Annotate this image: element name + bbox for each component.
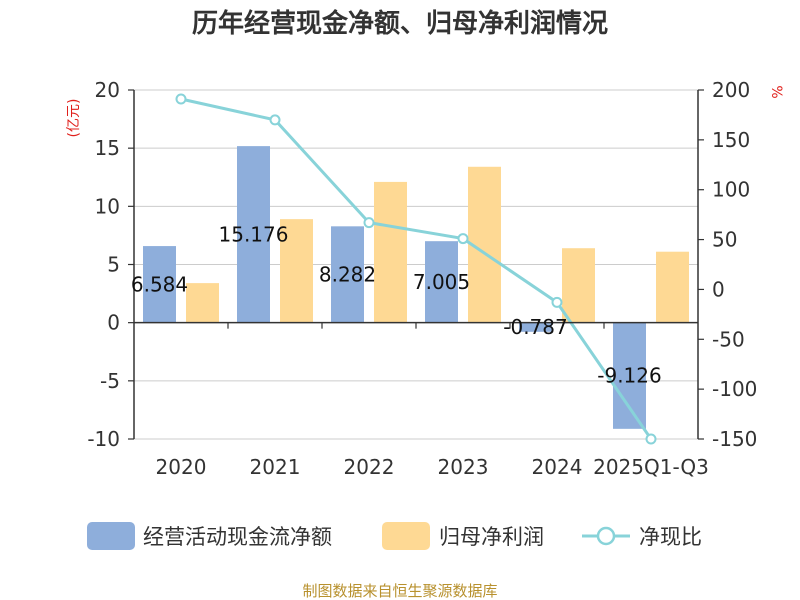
legend: 经营活动现金流净额 归母净利润 净现比 xyxy=(87,522,702,550)
x-axis: 2020 2021 2022 2023 2024 2025Q1-Q3 xyxy=(134,321,709,479)
bar-net-profit xyxy=(280,219,313,323)
right-tick-label: -150 xyxy=(712,427,757,451)
left-tick-label: 15 xyxy=(95,136,120,160)
legend-swatch-cash-flow xyxy=(87,522,135,550)
right-tick-label: -50 xyxy=(712,327,745,351)
bar-cash-flow xyxy=(237,146,270,323)
right-tick-label: 0 xyxy=(712,277,725,301)
legend-label-ratio[interactable]: 净现比 xyxy=(639,525,702,549)
chart-title: 历年经营现金净额、归母净利润情况 xyxy=(192,8,608,39)
ratio-point xyxy=(645,433,657,445)
bar-net-profit xyxy=(656,251,689,323)
bars xyxy=(143,146,689,429)
data-label-cash-flow: -0.787 xyxy=(503,315,567,339)
gridlines xyxy=(134,89,698,440)
data-labels: 6.584 15.176 8.282 7.005 -0.787 -9.126 xyxy=(131,222,662,387)
x-tick-label: 2022 xyxy=(344,455,395,479)
legend-marker-ratio xyxy=(596,526,616,546)
left-tick-label: -5 xyxy=(100,369,120,393)
source-note: 制图数据来自恒生聚源数据库 xyxy=(302,582,497,600)
right-tick-label: -100 xyxy=(712,377,757,401)
bar-cash-flow xyxy=(425,241,458,323)
data-label-cash-flow: 6.584 xyxy=(131,272,188,296)
ratio-point xyxy=(175,93,187,105)
ratio-line-path xyxy=(180,97,653,440)
x-tick-label: 2025Q1-Q3 xyxy=(593,455,709,479)
x-tick-label: 2024 xyxy=(532,455,583,479)
right-axis: -150 -100 -50 0 50 100 150 200 xyxy=(697,78,757,451)
data-label-cash-flow: 7.005 xyxy=(413,270,470,294)
data-label-cash-flow: -9.126 xyxy=(597,364,661,388)
bar-cash-flow xyxy=(143,246,176,323)
ratio-point xyxy=(363,217,375,229)
legend-swatch-net-profit xyxy=(382,522,430,550)
bar-net-profit xyxy=(374,181,407,323)
left-tick-label: 5 xyxy=(107,253,120,277)
bar-cash-flow xyxy=(519,322,552,332)
x-tick-label: 2023 xyxy=(438,455,489,479)
right-tick-label: 100 xyxy=(712,178,750,202)
bar-cash-flow xyxy=(613,322,646,429)
right-tick-label: 200 xyxy=(712,78,750,102)
left-axis-unit: (亿元) xyxy=(66,99,82,138)
bar-net-profit xyxy=(186,283,219,323)
ratio-point xyxy=(551,296,563,308)
ratio-line xyxy=(175,93,657,445)
ratio-point xyxy=(269,114,281,126)
left-tick-label: -10 xyxy=(87,427,120,451)
x-tick-label: 2020 xyxy=(156,455,207,479)
bar-net-profit xyxy=(562,248,595,323)
ratio-point xyxy=(457,233,469,245)
bar-cash-flow xyxy=(331,226,364,323)
right-axis-unit: % xyxy=(768,85,784,98)
left-tick-label: 20 xyxy=(95,78,120,102)
legend-label-cash-flow[interactable]: 经营活动现金流净额 xyxy=(143,525,332,549)
legend-label-net-profit[interactable]: 归母净利润 xyxy=(439,525,544,549)
left-tick-label: 10 xyxy=(95,194,120,218)
left-tick-label: 0 xyxy=(107,311,120,335)
right-tick-label: 150 xyxy=(712,128,750,152)
left-axis: -10 -5 0 5 10 15 20 xyxy=(87,78,135,451)
data-label-cash-flow: 8.282 xyxy=(319,262,376,286)
x-tick-label: 2021 xyxy=(250,455,301,479)
data-label-cash-flow: 15.176 xyxy=(219,222,289,246)
right-tick-label: 50 xyxy=(712,228,737,252)
